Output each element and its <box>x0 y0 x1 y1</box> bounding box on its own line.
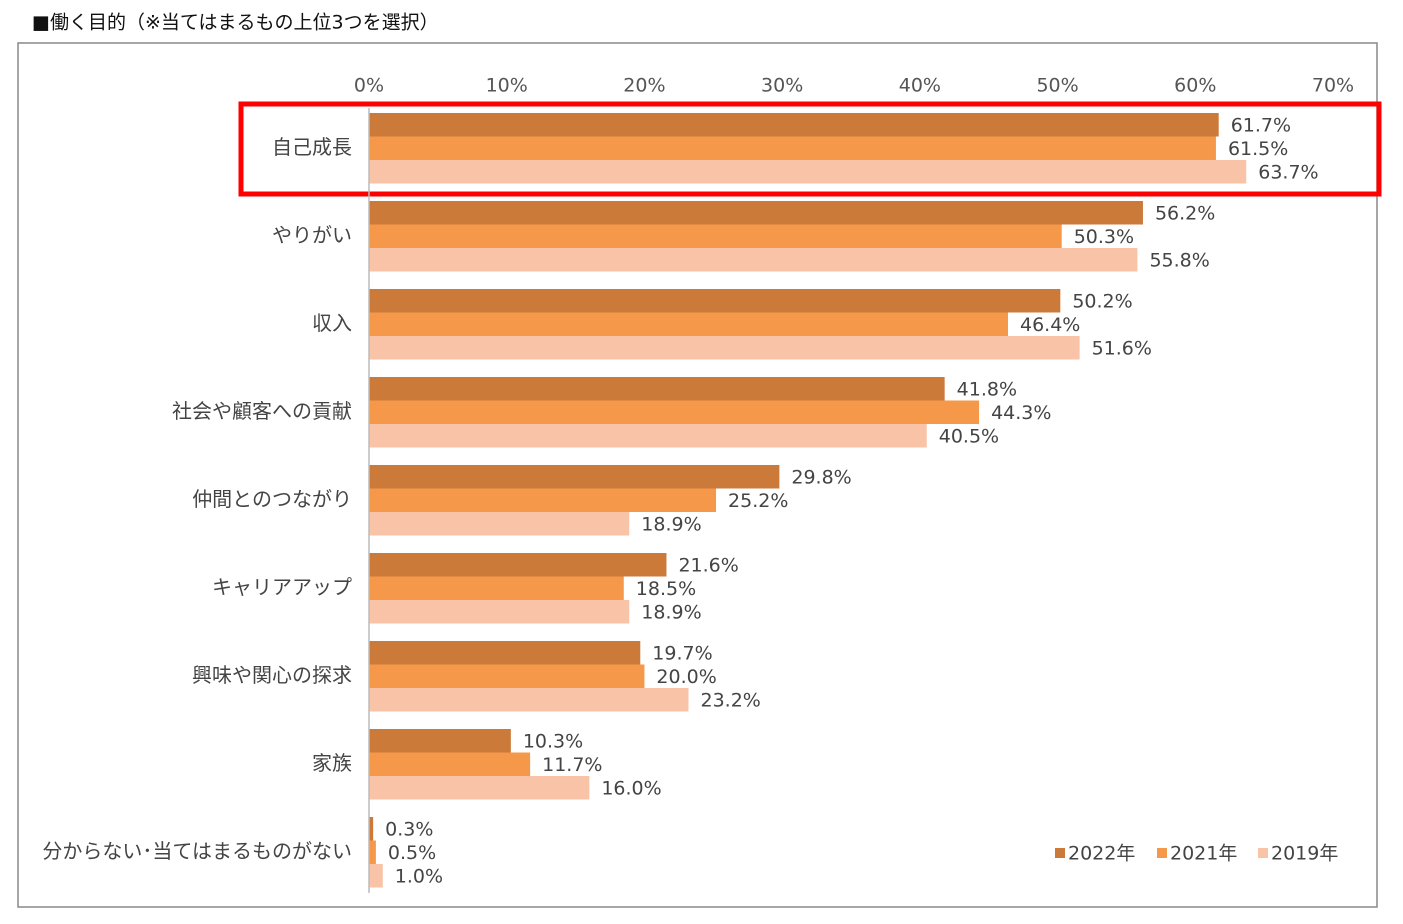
highlight-box <box>238 101 1382 197</box>
bar <box>369 312 1008 336</box>
bar <box>369 664 645 688</box>
bar <box>369 224 1062 248</box>
y-tick-label: やりがい <box>272 223 352 247</box>
y-tick-label: 収入 <box>312 311 352 335</box>
x-tick-label: 40% <box>899 75 941 97</box>
x-tick-label: 70% <box>1312 75 1354 97</box>
bar <box>369 688 689 712</box>
bar <box>369 289 1061 313</box>
value-label: 19.7% <box>652 642 712 664</box>
bar <box>369 465 780 489</box>
value-label: 50.3% <box>1074 226 1134 248</box>
y-tick-label: 分からない･当てはまるものがない <box>42 839 352 863</box>
y-tick-label: 家族 <box>312 751 352 775</box>
value-label: 18.9% <box>641 513 701 535</box>
bar <box>369 600 630 624</box>
x-tick-label: 30% <box>761 75 803 97</box>
bar <box>369 488 717 512</box>
value-label: 25.2% <box>728 490 788 512</box>
bar <box>369 248 1138 272</box>
value-label: 46.4% <box>1020 314 1080 336</box>
value-label: 16.0% <box>601 777 661 799</box>
value-label: 61.7% <box>1231 114 1291 136</box>
bar <box>369 400 980 424</box>
value-label: 55.8% <box>1149 249 1209 271</box>
x-tick-label: 50% <box>1036 75 1078 97</box>
y-tick-label: キャリアアップ <box>212 575 352 599</box>
bar <box>369 553 667 577</box>
value-label: 0.5% <box>388 842 436 864</box>
x-tick-label: 0% <box>354 75 384 97</box>
bar <box>369 576 624 600</box>
bar <box>369 113 1219 137</box>
y-tick-label: 自己成長 <box>272 135 352 159</box>
bar <box>369 424 927 448</box>
value-label: 63.7% <box>1258 161 1318 183</box>
bar <box>369 336 1080 360</box>
legend-label: 2022年 <box>1068 843 1135 865</box>
value-label: 0.3% <box>385 818 433 840</box>
value-label: 50.2% <box>1072 290 1132 312</box>
value-label: 11.7% <box>542 754 602 776</box>
legend-swatch <box>1157 848 1167 858</box>
value-label: 29.8% <box>791 466 851 488</box>
y-tick-label: 社会や顧客への貢献 <box>172 399 352 423</box>
value-label: 56.2% <box>1155 202 1215 224</box>
bar <box>369 840 376 864</box>
legend-label: 2021年 <box>1170 843 1237 865</box>
plot-frame <box>17 42 1378 908</box>
x-tick-label: 60% <box>1174 75 1216 97</box>
value-label: 40.5% <box>939 425 999 447</box>
bar <box>369 512 630 536</box>
value-label: 20.0% <box>656 666 716 688</box>
bar <box>369 160 1247 184</box>
value-label: 61.5% <box>1228 138 1288 160</box>
bar <box>369 136 1216 160</box>
bar <box>369 729 511 753</box>
bar <box>369 864 383 888</box>
chart-title: ■働く目的（※当てはまるもの上位3つを選択） <box>32 12 439 34</box>
legend-swatch <box>1258 848 1268 858</box>
legend-swatch <box>1055 848 1065 858</box>
value-label: 41.8% <box>957 378 1017 400</box>
value-label: 10.3% <box>523 730 583 752</box>
bar <box>369 776 590 800</box>
value-label: 51.6% <box>1092 337 1152 359</box>
bar <box>369 641 641 665</box>
value-label: 21.6% <box>678 554 738 576</box>
bar <box>369 817 374 841</box>
x-tick-label: 20% <box>623 75 665 97</box>
bar <box>369 752 531 776</box>
bar <box>369 201 1143 225</box>
value-label: 44.3% <box>991 402 1051 424</box>
value-label: 18.5% <box>636 578 696 600</box>
bar <box>369 377 945 401</box>
y-tick-label: 興味や関心の探求 <box>192 663 352 687</box>
x-tick-label: 10% <box>486 75 528 97</box>
y-tick-label: 仲間とのつながり <box>192 487 352 511</box>
legend-label: 2019年 <box>1271 843 1338 865</box>
value-label: 18.9% <box>641 601 701 623</box>
value-label: 23.2% <box>700 689 760 711</box>
value-label: 1.0% <box>395 865 443 887</box>
